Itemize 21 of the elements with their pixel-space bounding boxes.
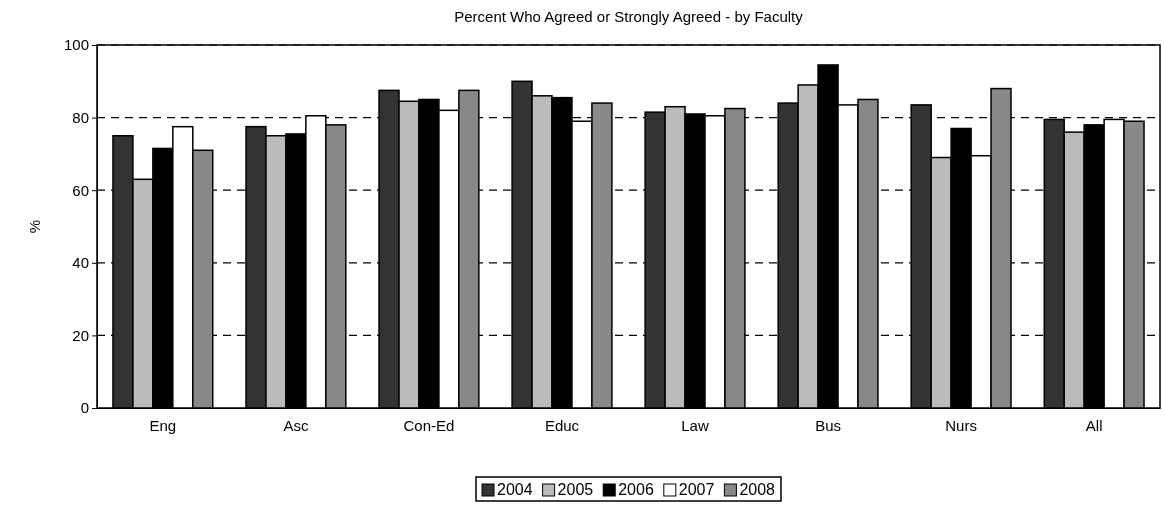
x-tick-label: Law bbox=[681, 416, 709, 434]
x-tick-label: Asc bbox=[283, 416, 309, 434]
x-tick-label: Nurs bbox=[945, 416, 977, 434]
x-tick-label: All bbox=[1085, 416, 1103, 434]
y-tick-label: 60 bbox=[72, 181, 89, 199]
legend-label: 2005 bbox=[557, 481, 594, 498]
y-tick-label: 100 bbox=[63, 36, 89, 54]
x-tick-label: Bus bbox=[815, 416, 841, 434]
chart-title: Percent Who Agreed or Strongly Agreed - by Faculty bbox=[454, 8, 804, 25]
y-tick-label: 20 bbox=[72, 326, 89, 344]
legend-label: 2006 bbox=[618, 481, 654, 498]
y-tick-label: 80 bbox=[72, 108, 89, 126]
x-tick-label: Con-Ed bbox=[403, 416, 455, 434]
legend-label: 2004 bbox=[497, 481, 533, 498]
y-tick-label: 40 bbox=[72, 254, 89, 272]
x-tick-label: Educ bbox=[544, 416, 580, 434]
legend-label: 2008 bbox=[739, 481, 776, 498]
y-tick-label: 0 bbox=[80, 399, 89, 417]
legend-label: 2007 bbox=[678, 481, 715, 498]
y-axis-title: % bbox=[26, 219, 43, 234]
x-tick-label: Eng bbox=[149, 416, 177, 434]
